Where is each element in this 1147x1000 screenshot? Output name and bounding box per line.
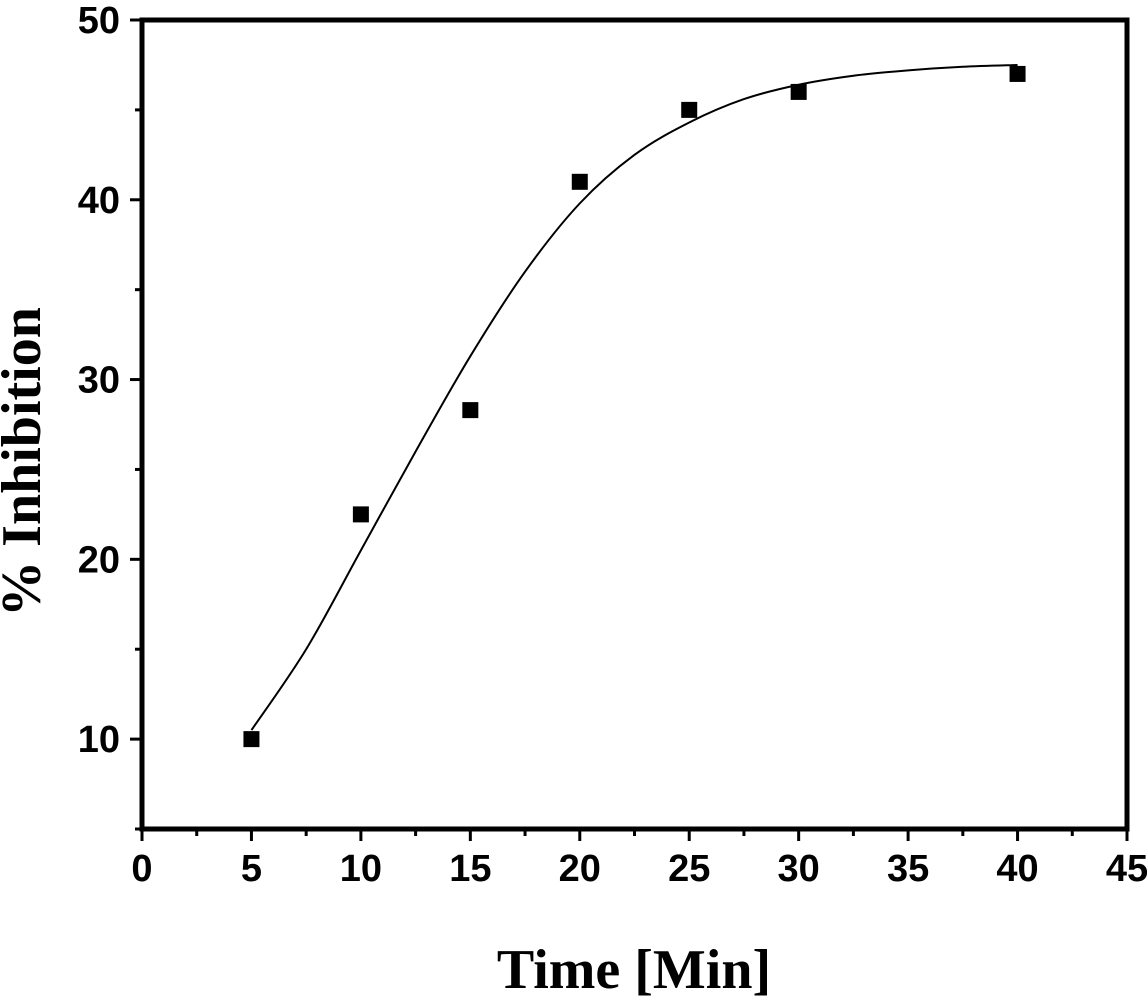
y-tick-label: 40	[78, 180, 120, 222]
y-axis-title: % Inhibition	[0, 307, 53, 617]
x-tick-label: 0	[131, 848, 152, 890]
x-tick-label: 15	[449, 848, 491, 890]
fit-curve	[250, 63, 1018, 731]
x-axis: 0 5 10 15 20 25 30 35 40 45	[131, 829, 1147, 890]
x-axis-title: Time [Min]	[497, 939, 771, 1000]
plot-frame	[139, 17, 1130, 832]
data-point	[790, 83, 807, 100]
y-tick-label: 50	[78, 0, 120, 42]
data-point	[571, 173, 588, 190]
x-tick-label: 45	[1106, 848, 1147, 890]
data-point	[243, 731, 260, 748]
fit-curve-group	[250, 63, 1018, 731]
data-point	[462, 402, 479, 419]
y-tick-label: 20	[78, 539, 120, 581]
data-point	[681, 101, 698, 118]
x-tick-label: 40	[996, 848, 1038, 890]
plot-area	[139, 17, 1130, 832]
data-point	[352, 506, 369, 523]
y-tick-label: 10	[78, 719, 120, 761]
y-tick-label: 30	[78, 360, 120, 402]
x-tick-label: 30	[778, 848, 820, 890]
y-axis: 10 20 30 40 50	[78, 0, 142, 831]
x-tick-label: 25	[668, 848, 710, 890]
x-tick-label: 35	[887, 848, 929, 890]
x-tick-label: 10	[340, 848, 382, 890]
data-point	[1009, 65, 1026, 82]
x-tick-label: 20	[559, 848, 601, 890]
x-tick-label: 5	[241, 848, 262, 890]
data-points-group	[243, 65, 1026, 748]
